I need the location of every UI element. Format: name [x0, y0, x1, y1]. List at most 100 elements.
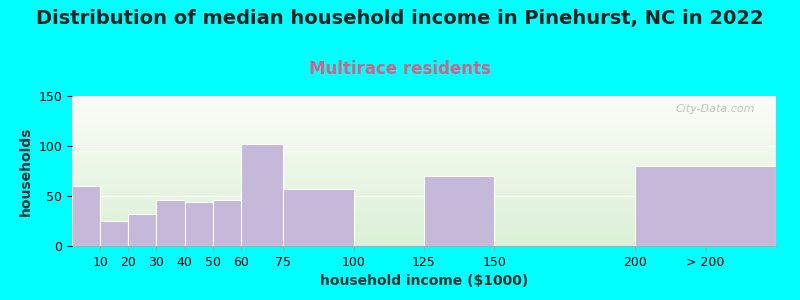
- Bar: [72, 149, 776, 150]
- Bar: [72, 104, 776, 105]
- Bar: [72, 191, 776, 192]
- Bar: [72, 207, 776, 208]
- Bar: [72, 136, 776, 137]
- Bar: [72, 225, 776, 226]
- Bar: [72, 107, 776, 108]
- Bar: [72, 129, 776, 130]
- X-axis label: household income ($1000): household income ($1000): [320, 274, 528, 288]
- Bar: [72, 154, 776, 155]
- Bar: [72, 202, 776, 203]
- Bar: [424, 176, 494, 246]
- Bar: [72, 201, 776, 202]
- Bar: [72, 161, 776, 162]
- Bar: [72, 192, 776, 193]
- Bar: [72, 226, 776, 227]
- Bar: [72, 174, 776, 175]
- Bar: [72, 186, 100, 246]
- Bar: [72, 193, 776, 194]
- Bar: [72, 232, 776, 233]
- Bar: [72, 235, 776, 236]
- Bar: [72, 197, 776, 198]
- Bar: [72, 200, 776, 201]
- Bar: [72, 122, 776, 123]
- Bar: [72, 222, 776, 223]
- Bar: [72, 125, 776, 126]
- Bar: [72, 211, 776, 212]
- Bar: [72, 117, 776, 118]
- Bar: [72, 221, 776, 222]
- Bar: [72, 152, 776, 153]
- Bar: [72, 109, 776, 110]
- Bar: [72, 131, 776, 132]
- Bar: [72, 206, 776, 207]
- Bar: [72, 124, 776, 125]
- Bar: [72, 110, 776, 111]
- Bar: [157, 200, 185, 246]
- Bar: [72, 239, 776, 240]
- Bar: [72, 108, 776, 109]
- Bar: [72, 172, 776, 173]
- Bar: [241, 144, 283, 246]
- Bar: [72, 214, 776, 215]
- Bar: [72, 212, 776, 213]
- Bar: [72, 159, 776, 160]
- Bar: [283, 189, 354, 246]
- Bar: [213, 200, 241, 246]
- Text: Multirace residents: Multirace residents: [309, 60, 491, 78]
- Text: City-Data.com: City-Data.com: [675, 103, 755, 113]
- Bar: [72, 112, 776, 113]
- Bar: [72, 153, 776, 154]
- Bar: [72, 114, 776, 115]
- Bar: [72, 165, 776, 166]
- Bar: [72, 142, 776, 143]
- Bar: [72, 99, 776, 100]
- Bar: [72, 234, 776, 235]
- Bar: [128, 214, 157, 246]
- Bar: [72, 245, 776, 246]
- Y-axis label: households: households: [19, 126, 33, 216]
- Bar: [72, 185, 776, 186]
- Bar: [72, 220, 776, 221]
- Text: Distribution of median household income in Pinehurst, NC in 2022: Distribution of median household income …: [36, 9, 764, 28]
- Bar: [72, 186, 776, 187]
- Bar: [72, 176, 776, 177]
- Bar: [72, 146, 776, 147]
- Bar: [72, 188, 776, 189]
- Bar: [72, 128, 776, 129]
- Bar: [72, 144, 776, 145]
- Bar: [72, 102, 776, 103]
- Bar: [72, 182, 776, 183]
- Bar: [72, 162, 776, 163]
- Bar: [72, 216, 776, 217]
- Bar: [72, 105, 776, 106]
- Bar: [72, 97, 776, 98]
- Bar: [72, 194, 776, 195]
- Bar: [72, 209, 776, 210]
- Bar: [72, 126, 776, 127]
- Bar: [72, 145, 776, 146]
- Bar: [72, 139, 776, 140]
- Bar: [72, 181, 776, 182]
- Bar: [72, 155, 776, 156]
- Bar: [72, 198, 776, 199]
- Bar: [72, 156, 776, 157]
- Bar: [72, 121, 776, 122]
- Bar: [72, 229, 776, 230]
- Bar: [72, 113, 776, 114]
- Bar: [72, 96, 776, 97]
- Bar: [72, 243, 776, 244]
- Bar: [72, 173, 776, 174]
- Bar: [72, 100, 776, 101]
- Bar: [72, 202, 776, 203]
- Bar: [72, 164, 776, 165]
- Bar: [72, 233, 776, 234]
- Bar: [72, 157, 776, 158]
- Bar: [72, 195, 776, 196]
- Bar: [72, 133, 776, 134]
- Bar: [72, 230, 776, 231]
- Bar: [72, 170, 776, 171]
- Bar: [72, 106, 776, 107]
- Bar: [72, 148, 776, 149]
- Bar: [72, 223, 776, 224]
- Bar: [72, 218, 776, 219]
